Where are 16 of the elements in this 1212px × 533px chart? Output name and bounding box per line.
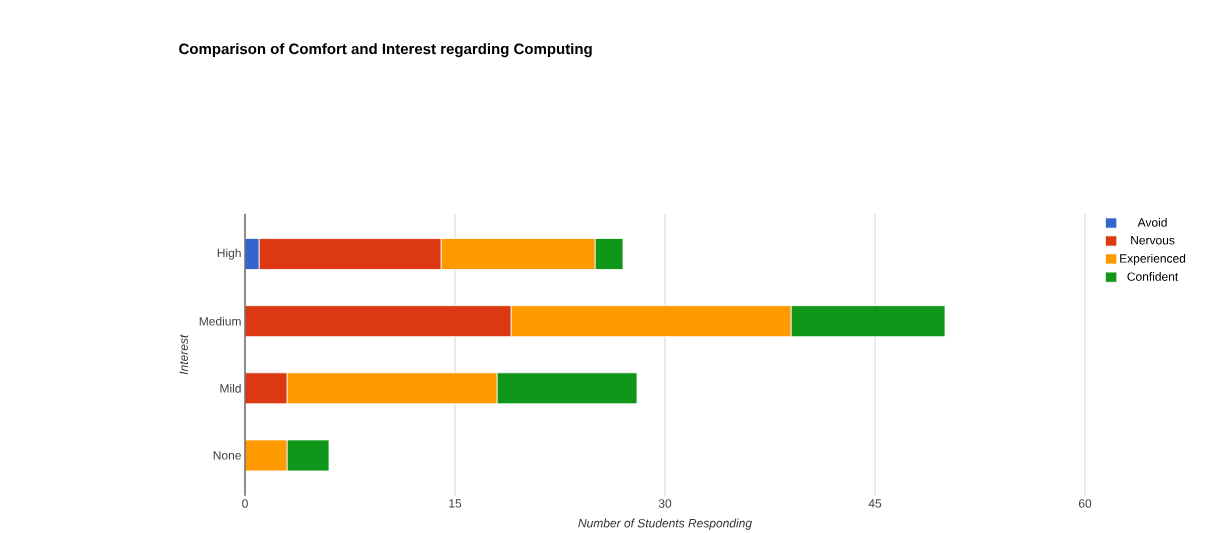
legend-label: Experienced [1120,253,1186,265]
y-tick-label: High [217,248,241,260]
x-tick-label: 30 [658,499,672,508]
y-tick-label: Medium [199,316,241,326]
x-tick-label: 45 [868,499,882,508]
legend-label: Avoid [1137,217,1167,227]
y-axis-title: Interest [179,334,188,375]
x-tick-label: 15 [449,499,462,508]
legend-label: Confident [1127,272,1179,281]
legend-label: Nervous [1131,236,1175,245]
x-tick-label: 0 [242,499,248,508]
chart-title: Comparison of Comfort and Interest regarding Computing [179,43,592,58]
y-tick-label: Mild [220,383,241,393]
y-tick-label: None [213,451,241,460]
x-axis-title: Number of Students Responding [578,518,752,530]
x-tick-label: 60 [1078,499,1092,508]
